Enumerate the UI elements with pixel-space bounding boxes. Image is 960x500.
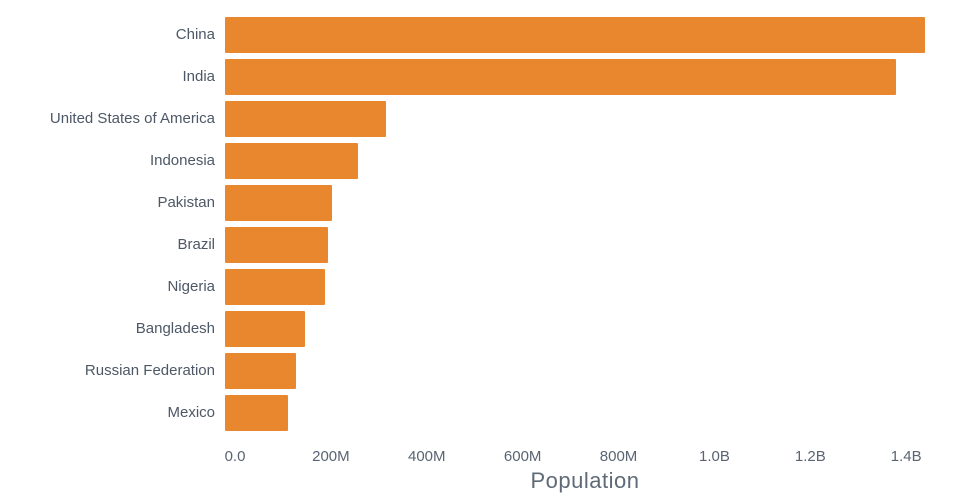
bar-row: India (0, 56, 960, 98)
category-label: Bangladesh (135, 320, 215, 337)
x-axis: 0.0 200M 400M 600M 800M 1.0B 1.2B 1.4B (225, 448, 935, 468)
bar-track (225, 266, 935, 308)
bar-row: Bangladesh (0, 308, 960, 350)
bar-row: Russian Federation (0, 350, 960, 392)
bar-track (225, 56, 935, 98)
category-label: United States of America (49, 110, 215, 127)
category-label: India (182, 68, 215, 85)
bar-track (225, 14, 935, 56)
bar-row: China (0, 14, 960, 56)
bar-row: Indonesia (0, 140, 960, 182)
population-bar (225, 143, 358, 179)
category-label: China (175, 26, 215, 43)
x-axis-title-container: Population (235, 468, 935, 494)
bar-track (225, 98, 935, 140)
population-bar (225, 185, 333, 221)
x-tick-label: 1.0B (699, 448, 730, 465)
bar-row: Mexico (0, 392, 960, 434)
bar-track (225, 350, 935, 392)
category-label: Mexico (167, 404, 215, 421)
bar-track (225, 392, 935, 434)
x-tick-label: 1.4B (890, 448, 922, 465)
population-bar (225, 395, 288, 431)
population-bar (225, 353, 296, 389)
x-tick-label: 400M (408, 448, 446, 465)
population-bar (225, 17, 925, 53)
x-tick-label: 0.0 (224, 448, 246, 465)
x-tick-label: 1.2B (794, 448, 826, 465)
x-tick-label: 800M (599, 448, 638, 465)
category-label: Brazil (177, 236, 215, 253)
bar-track (225, 140, 935, 182)
bar-row: United States of America (0, 98, 960, 140)
population-bar (225, 227, 329, 263)
category-label: Russian Federation (84, 362, 215, 379)
bar-track (225, 224, 935, 266)
population-bar (225, 311, 306, 347)
population-bar (225, 269, 326, 305)
x-tick-label: 600M (503, 448, 542, 465)
category-label: Nigeria (167, 278, 215, 295)
population-bar (225, 101, 386, 137)
population-bar (225, 59, 897, 95)
bar-track (225, 308, 935, 350)
bar-track (225, 182, 935, 224)
bar-row: Nigeria (0, 266, 960, 308)
bar-row: Pakistan (0, 182, 960, 224)
x-axis-title: Population (530, 468, 640, 493)
plot-area: China India United States of America Indone… (0, 14, 960, 434)
bar-row: Brazil (0, 224, 960, 266)
category-label: Indonesia (149, 152, 215, 169)
category-label: Pakistan (157, 194, 215, 211)
x-tick-label: 200M (312, 448, 350, 465)
